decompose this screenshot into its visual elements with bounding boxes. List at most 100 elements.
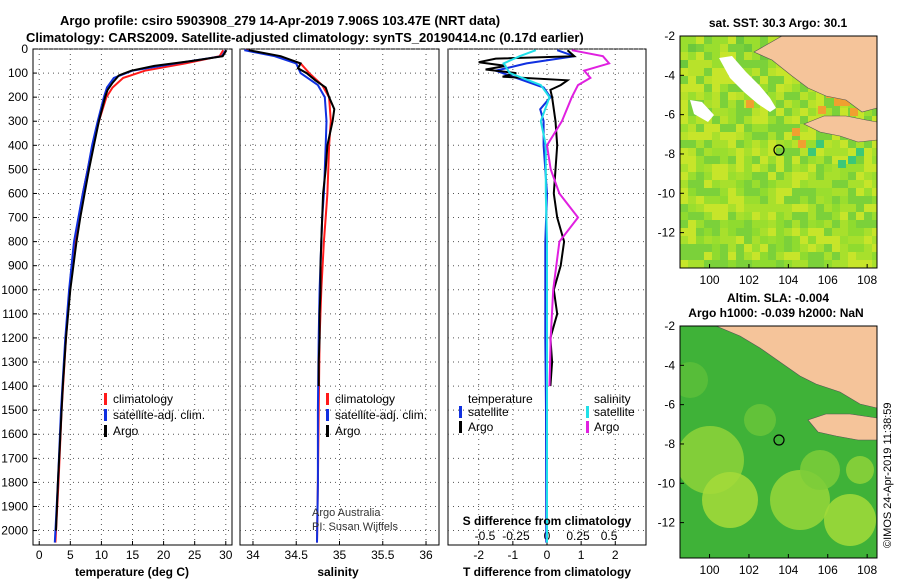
sst-cell: [704, 252, 712, 260]
sst-cell: [720, 68, 728, 76]
sst-cell: [736, 260, 744, 268]
sst-map-title: sat. SST: 30.3 Argo: 30.1: [709, 16, 848, 30]
sla-blob: [800, 450, 840, 490]
sst-cell: [864, 252, 872, 260]
sst-cell: [784, 204, 792, 212]
sst-cell: [800, 116, 808, 124]
legend-heading-temperature: temperature: [468, 392, 533, 406]
sst-cell: [736, 60, 744, 68]
sst-cell: [704, 244, 712, 252]
sst-cell: [768, 84, 776, 92]
sst-cell: [824, 244, 832, 252]
sst-cell: [688, 76, 696, 84]
sst-cell: [688, 60, 696, 68]
sst-cell: [752, 244, 760, 252]
sst-cell: [720, 36, 728, 44]
sst-cell: [712, 36, 720, 44]
sst-cell: [744, 196, 752, 204]
sst-cell: [744, 36, 752, 44]
sst-cell: [808, 252, 816, 260]
sst-cell: [872, 244, 877, 252]
sst-cell: [736, 140, 744, 148]
sst-cell: [848, 188, 856, 196]
sst-cell: [712, 236, 720, 244]
sst-cell: [744, 180, 752, 188]
sst-cell: [832, 172, 840, 180]
sst-cell: [840, 220, 848, 228]
legend-swatch-satellite: [326, 409, 329, 421]
sst-cell: [784, 132, 792, 140]
sst-cell: [800, 180, 808, 188]
sst-cell: [816, 236, 824, 244]
sst-cell: [720, 116, 728, 124]
x-tick-label: 35: [333, 548, 347, 562]
sst-cell: [728, 100, 736, 108]
sst-cell: [720, 108, 728, 116]
sst-cell: [712, 188, 720, 196]
sst-cell: [680, 244, 688, 252]
sst-cell: [768, 260, 776, 268]
sst-cell: [688, 180, 696, 188]
sst-cell: [800, 228, 808, 236]
sst-cell: [776, 244, 784, 252]
sst-cell: [696, 196, 704, 204]
sst-cell: [712, 180, 720, 188]
sst-cell: [696, 228, 704, 236]
sst-cell: [760, 188, 768, 196]
sst-cell: [808, 244, 816, 252]
sst-cell: [840, 140, 848, 148]
sst-cell: [696, 220, 704, 228]
depth-tick-label: 1300: [1, 355, 28, 369]
sst-cell: [680, 260, 688, 268]
sst-cell: [696, 76, 704, 84]
sst-cell: [696, 132, 704, 140]
sst-cell: [712, 140, 720, 148]
depth-tick-label: 1600: [1, 427, 28, 441]
sst-cell: [736, 108, 744, 116]
lat-tick-label: -6: [664, 108, 675, 122]
sst-cell: [800, 196, 808, 204]
sst-cell: [752, 148, 760, 156]
sst-cell: [704, 228, 712, 236]
sst-cell: [784, 84, 792, 92]
sst-cell: [760, 236, 768, 244]
sst-cell: [760, 252, 768, 260]
s-diff-tick-label: -0.25: [502, 529, 530, 543]
legend-label-argo: Argo: [335, 424, 361, 438]
sst-cell: [680, 180, 688, 188]
sst-cell: [704, 36, 712, 44]
sst-cell: [680, 44, 688, 52]
legend-swatch-satellite: [104, 409, 107, 421]
sst-cell: [704, 132, 712, 140]
sst-cell: [776, 228, 784, 236]
sst-cell: [728, 252, 736, 260]
sst-cell: [680, 196, 688, 204]
sst-cell: [680, 124, 688, 132]
lat-tick-label: -8: [664, 437, 675, 451]
sst-cell: [744, 236, 752, 244]
sst-cell: [688, 148, 696, 156]
sst-cell: [864, 220, 872, 228]
sst-cell: [760, 84, 768, 92]
sst-cell: [712, 228, 720, 236]
sst-cell: [784, 116, 792, 124]
sst-cell: [720, 52, 728, 60]
sst-cell: [744, 156, 752, 164]
sst-cell: [784, 76, 792, 84]
sst-cell: [776, 260, 784, 268]
sst-cell: [680, 36, 688, 44]
sst-warm-cell: [842, 98, 850, 106]
depth-tick-label: 100: [8, 66, 28, 80]
sst-cell: [800, 92, 808, 100]
sst-cell: [872, 164, 877, 172]
sst-cell: [720, 260, 728, 268]
sst-cell: [784, 100, 792, 108]
sst-cell: [688, 260, 696, 268]
sst-cell: [816, 156, 824, 164]
sst-cell: [792, 196, 800, 204]
sst-cell: [760, 148, 768, 156]
x-tick-label: 25: [188, 548, 202, 562]
legend-swatch-s-argo: [586, 421, 589, 433]
figure-title-line1: Argo profile: csiro 5903908_279 14-Apr-2…: [60, 13, 500, 28]
sst-cell: [704, 148, 712, 156]
